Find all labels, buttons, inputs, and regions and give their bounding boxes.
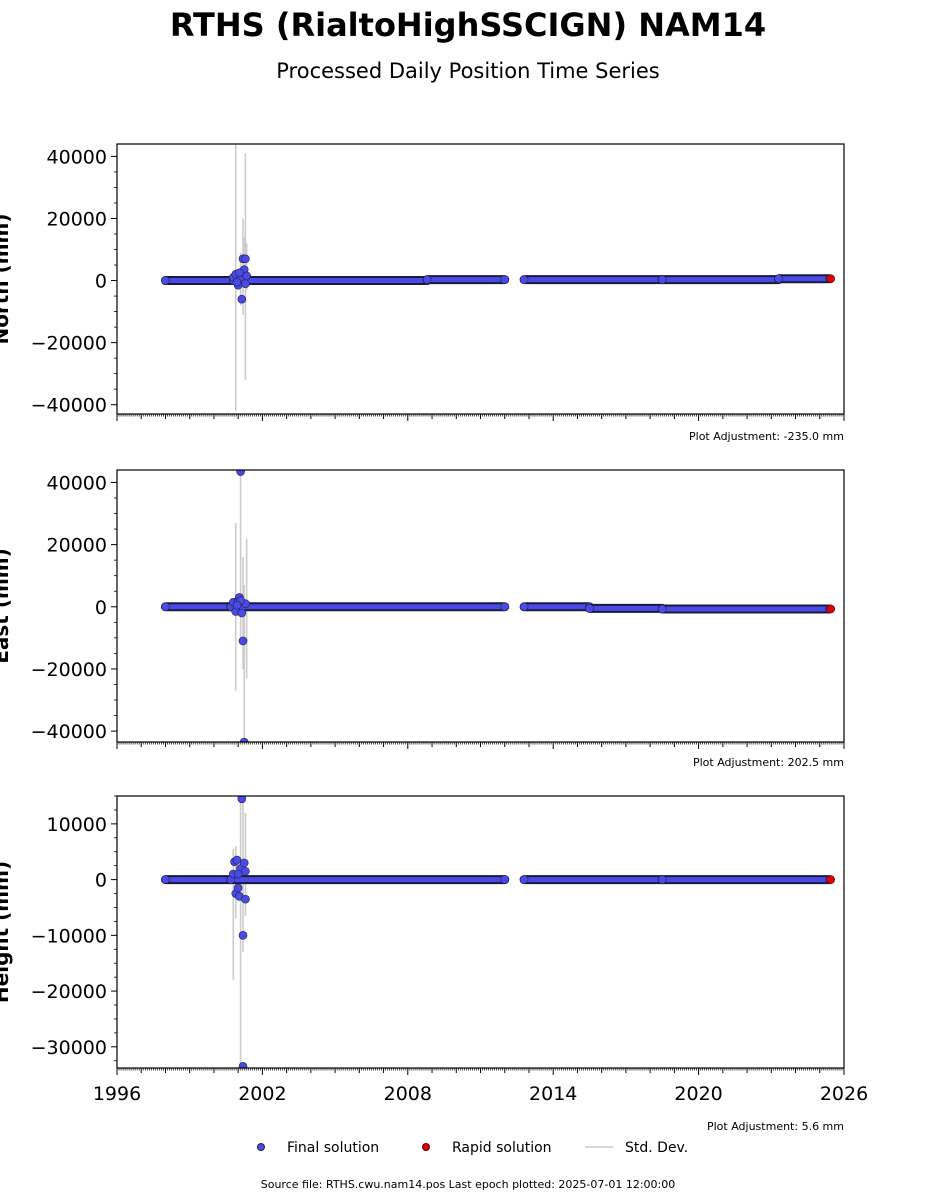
final-point xyxy=(235,268,244,278)
final-point xyxy=(500,875,510,884)
panels: −40000 −20000 0 20000 40000 North (mm) Plot Ad… xyxy=(0,143,868,1133)
final-point xyxy=(232,600,242,610)
final-point xyxy=(239,858,249,868)
final-point xyxy=(585,604,594,613)
final-point xyxy=(161,276,170,285)
final-point xyxy=(237,796,247,804)
final-point xyxy=(500,602,510,612)
final-point xyxy=(232,855,242,865)
y-axis-label: East (mm) xyxy=(0,548,13,664)
panel-up: −30000 −20000 −10000 0 10000 1996 2002 2008 2014… xyxy=(0,795,868,1133)
panel-frame xyxy=(116,795,845,1069)
plot-adjustment: Plot Adjustment: 202.5 mm xyxy=(693,756,844,769)
x-tick-label: 1996 xyxy=(93,1083,141,1105)
y-tick-label: 0 xyxy=(95,597,107,619)
final-point xyxy=(239,737,249,742)
y-tick-label: −20000 xyxy=(31,659,107,681)
final-point xyxy=(238,1062,248,1068)
y-tick-label: −40000 xyxy=(31,721,107,743)
plot-adjustment: Plot Adjustment: -235.0 mm xyxy=(689,430,844,443)
final-point xyxy=(241,254,250,264)
final-point xyxy=(657,604,667,614)
rapid-point xyxy=(826,875,835,884)
final-point xyxy=(237,608,247,618)
y-tick-label: 20000 xyxy=(47,208,107,230)
plot-area xyxy=(160,144,835,411)
y-tick-label: 40000 xyxy=(47,146,107,168)
final-point xyxy=(519,875,529,884)
final-point xyxy=(241,866,250,876)
source-note: Source file: RTHS.cwu.nam14.pos Last epo… xyxy=(261,1178,676,1191)
final-point xyxy=(238,636,248,646)
final-point xyxy=(422,275,432,284)
plot-area xyxy=(160,796,835,1068)
legend-final-marker xyxy=(257,1143,265,1151)
chart-title: RTHS (RialtoHighSSCIGN) NAM14 xyxy=(170,6,766,44)
y-tick-label: −20000 xyxy=(31,333,107,355)
y-tick-label: 10000 xyxy=(47,814,107,836)
legend: Final solution Rapid solution Std. Dev. xyxy=(257,1140,688,1156)
legend-rapid-label: Rapid solution xyxy=(452,1140,552,1156)
x-tick-label: 2026 xyxy=(820,1083,868,1105)
y-axis-label: North (mm) xyxy=(0,213,13,344)
final-point xyxy=(242,271,251,281)
final-point xyxy=(237,294,247,304)
y-tick-label: −10000 xyxy=(31,925,107,947)
y-tick-label: 0 xyxy=(95,271,107,293)
plot-area xyxy=(160,470,835,742)
final-point xyxy=(774,274,783,283)
rapid-point xyxy=(826,274,835,283)
y-tick-label: 20000 xyxy=(47,535,107,557)
final-point xyxy=(232,277,242,287)
final-point xyxy=(500,275,510,284)
final-point xyxy=(236,470,245,476)
final-point xyxy=(233,883,243,893)
final-point xyxy=(519,275,529,284)
legend-rapid-marker xyxy=(422,1143,430,1151)
final-point xyxy=(241,894,250,904)
y-axis-label: Height (mm) xyxy=(0,861,13,1003)
legend-final-label: Final solution xyxy=(287,1140,379,1156)
final-point xyxy=(657,875,667,884)
final-point xyxy=(657,275,667,284)
x-tick-label: 2014 xyxy=(529,1083,577,1105)
y-tick-label: −40000 xyxy=(31,395,107,417)
x-tick-label: 2020 xyxy=(674,1083,722,1105)
rapid-point xyxy=(826,604,835,614)
final-point xyxy=(238,931,248,940)
y-tick-label: 0 xyxy=(95,870,107,892)
panel-east: −40000 −20000 0 20000 40000 East (mm) Plot Adj… xyxy=(0,469,845,769)
y-tick-label: 40000 xyxy=(47,472,107,494)
chart-subtitle: Processed Daily Position Time Series xyxy=(276,59,660,83)
final-point xyxy=(233,869,243,879)
y-tick-label: −20000 xyxy=(31,981,107,1003)
plot-adjustment: Plot Adjustment: 5.6 mm xyxy=(707,1120,844,1133)
final-point xyxy=(519,602,529,612)
final-point xyxy=(241,279,250,288)
y-tick-label: −30000 xyxy=(31,1037,107,1059)
final-point xyxy=(161,875,170,884)
panel-north: −40000 −20000 0 20000 40000 North (mm) Plot Ad… xyxy=(0,143,845,443)
legend-stddev-label: Std. Dev. xyxy=(625,1140,688,1156)
x-tick-label: 2008 xyxy=(384,1083,432,1105)
x-tick-label: 2002 xyxy=(238,1083,286,1105)
final-point xyxy=(161,602,170,612)
